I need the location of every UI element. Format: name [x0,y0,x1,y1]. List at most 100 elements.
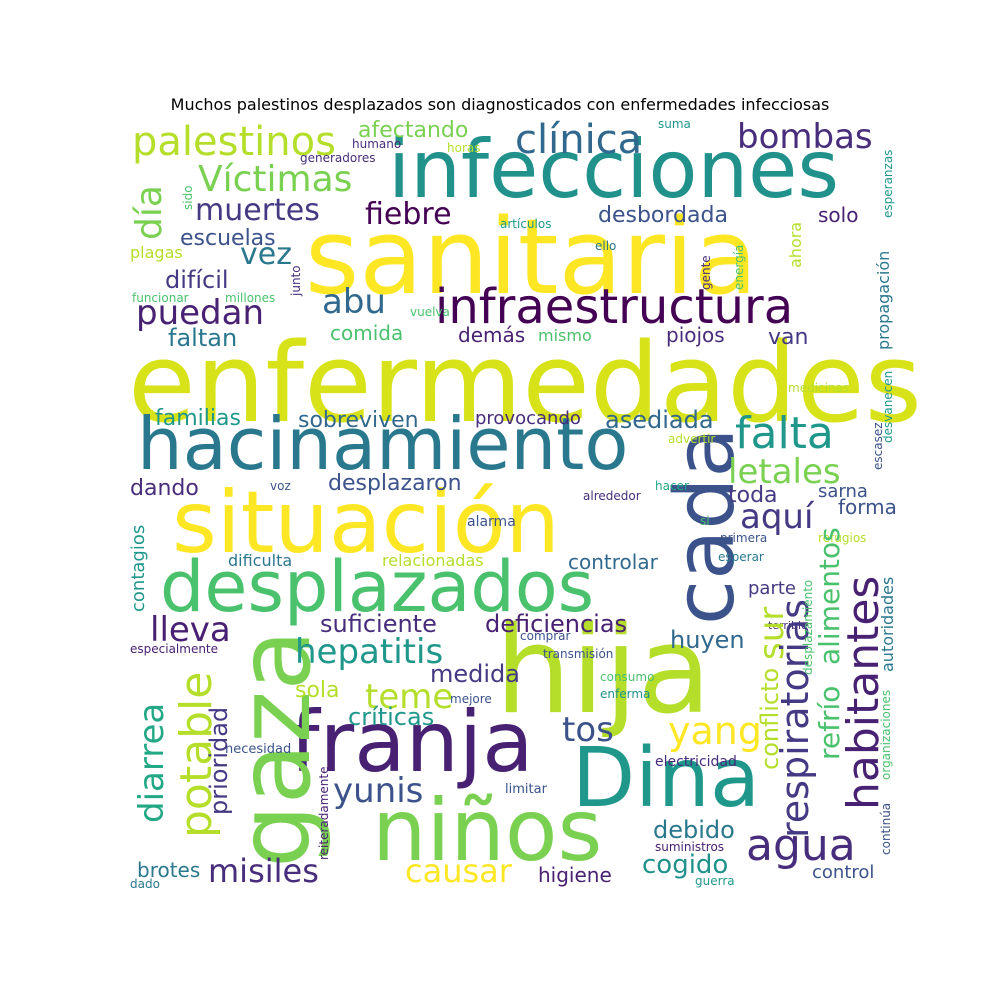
word-familias: familias [155,406,241,431]
word-contagios: contagios [128,524,149,612]
word-suficiente: suficiente [320,610,437,638]
word-cogido: cogido [642,850,729,880]
word-comida: comida [330,321,404,345]
word-hija: hija [495,602,712,741]
word-necesidad: necesidad [225,742,292,757]
word-sobreviven: sobreviven [298,408,419,433]
word-ahora: ahora [786,221,805,268]
word-guerra: guerra [695,874,735,888]
word-ninos: niños [372,781,603,881]
word-hacinamiento: hacinamiento [137,402,629,486]
word-limitar: limitar [505,782,547,797]
word-generadores: generadores [300,151,376,165]
word-prioridad: prioridad [205,706,233,815]
word-electricidad: electricidad [655,754,737,770]
word-hepatitis: hepatitis [295,632,444,672]
word-primera: primera [720,531,768,545]
word-enfermedades: enfermedades [128,319,922,447]
word-alarma: alarma [467,514,516,530]
word-funcionar: funcionar [132,291,189,305]
word-letales: letales [728,452,841,492]
word-provocando: provocando [475,408,581,429]
word-afectando: afectando [358,118,469,143]
word-sido: sido [181,185,195,210]
word-desplazaron: desplazaron [328,471,462,496]
word-asediada: asediada [605,406,714,434]
word-transmision: transmisión [543,647,614,661]
word-relacionadas: relacionadas [382,551,484,570]
word-aqui: aquí [740,497,814,537]
word-yang: yang [668,709,762,753]
word-dina: Dina [572,731,761,826]
word-organizaciones: organizaciones [879,689,893,780]
word-terrible: terrible [768,619,808,632]
word-abu: abu [322,282,386,322]
word-controlar: controlar [568,550,658,574]
word-escuelas: escuelas [180,226,276,251]
word-junto: junto [289,265,303,296]
word-yunis: yunis [333,771,424,811]
word-falta: falta [735,408,834,459]
word-huyen: huyen [670,626,745,654]
word-van: van [768,325,809,350]
word-lleva: lleva [150,610,231,650]
word-enferma: enferma [600,687,651,701]
word-dado: dado [130,877,160,891]
word-teme: teme [365,677,454,717]
word-mejore: mejore [450,692,492,706]
word-deficiencias: deficiencias [485,610,628,638]
word-diarrea: diarrea [132,702,172,823]
word-criticas: críticas [348,703,435,731]
word-faltan: faltan [168,324,238,352]
word-advertir: advertir [668,432,716,446]
word-victimas: Víctimas [198,159,353,200]
word-clinica: clínica [515,117,643,163]
word-situacion: situación [172,473,560,573]
word-desplazamiento: desplazamiento [801,579,815,675]
word-vuelva: vuelva [410,305,450,319]
word-misiles: misiles [208,852,319,890]
word-toda: toda [728,483,778,508]
word-esperanzas: esperanzas [881,149,895,218]
word-horas: horas [447,141,481,155]
word-continua: continúa [879,802,893,855]
word-tos: tos [562,710,614,750]
word-suministros: suministros [655,840,725,854]
chart-title: Muchos palestinos desplazados son diagno… [170,95,830,114]
word-puedan: puedan [136,293,265,333]
word-alrededor: alrededor [583,489,641,503]
word-autoridades: autoridades [878,576,897,672]
word-forma: forma [838,495,897,519]
word-propagacion: propagación [874,250,893,350]
word-gente: gente [699,255,713,290]
word-sola: sola [295,678,340,703]
word-consumo: consumo [600,670,655,684]
word-dando: dando [130,476,199,501]
word-dificulta: dificulta [228,551,293,570]
word-comprar: comprar [520,629,571,643]
word-esperar: esperar [718,550,764,564]
word-suma: suma [658,117,691,131]
word-piojos: piojos [666,323,725,347]
word-sarna: sarna [818,481,868,502]
word-voz: voz [270,479,291,493]
word-vez: vez [240,237,292,272]
word-mismo: mismo [538,326,592,345]
word-sanitaria: sanitaria [305,196,758,318]
word-dificil: difícil [165,266,229,294]
word-parte: parte [748,578,796,599]
word-desbordada: desbordada [598,203,728,228]
word-medicinas: medicinas [788,381,850,395]
word-higiene: higiene [538,863,612,887]
word-infraestructura: infraestructura [435,279,794,335]
word-muertes: muertes [195,193,320,228]
word-medida: medida [430,660,520,688]
word-brotes: brotes [137,858,201,882]
word-palestinos: palestinos [132,119,336,165]
word-reiteradamente: reiteradamente [317,766,331,861]
word-demas: demás [458,323,526,347]
word-escasez: escasez [871,422,885,470]
word-desplazados: desplazados [160,546,595,628]
word-millones: millones [225,291,276,305]
